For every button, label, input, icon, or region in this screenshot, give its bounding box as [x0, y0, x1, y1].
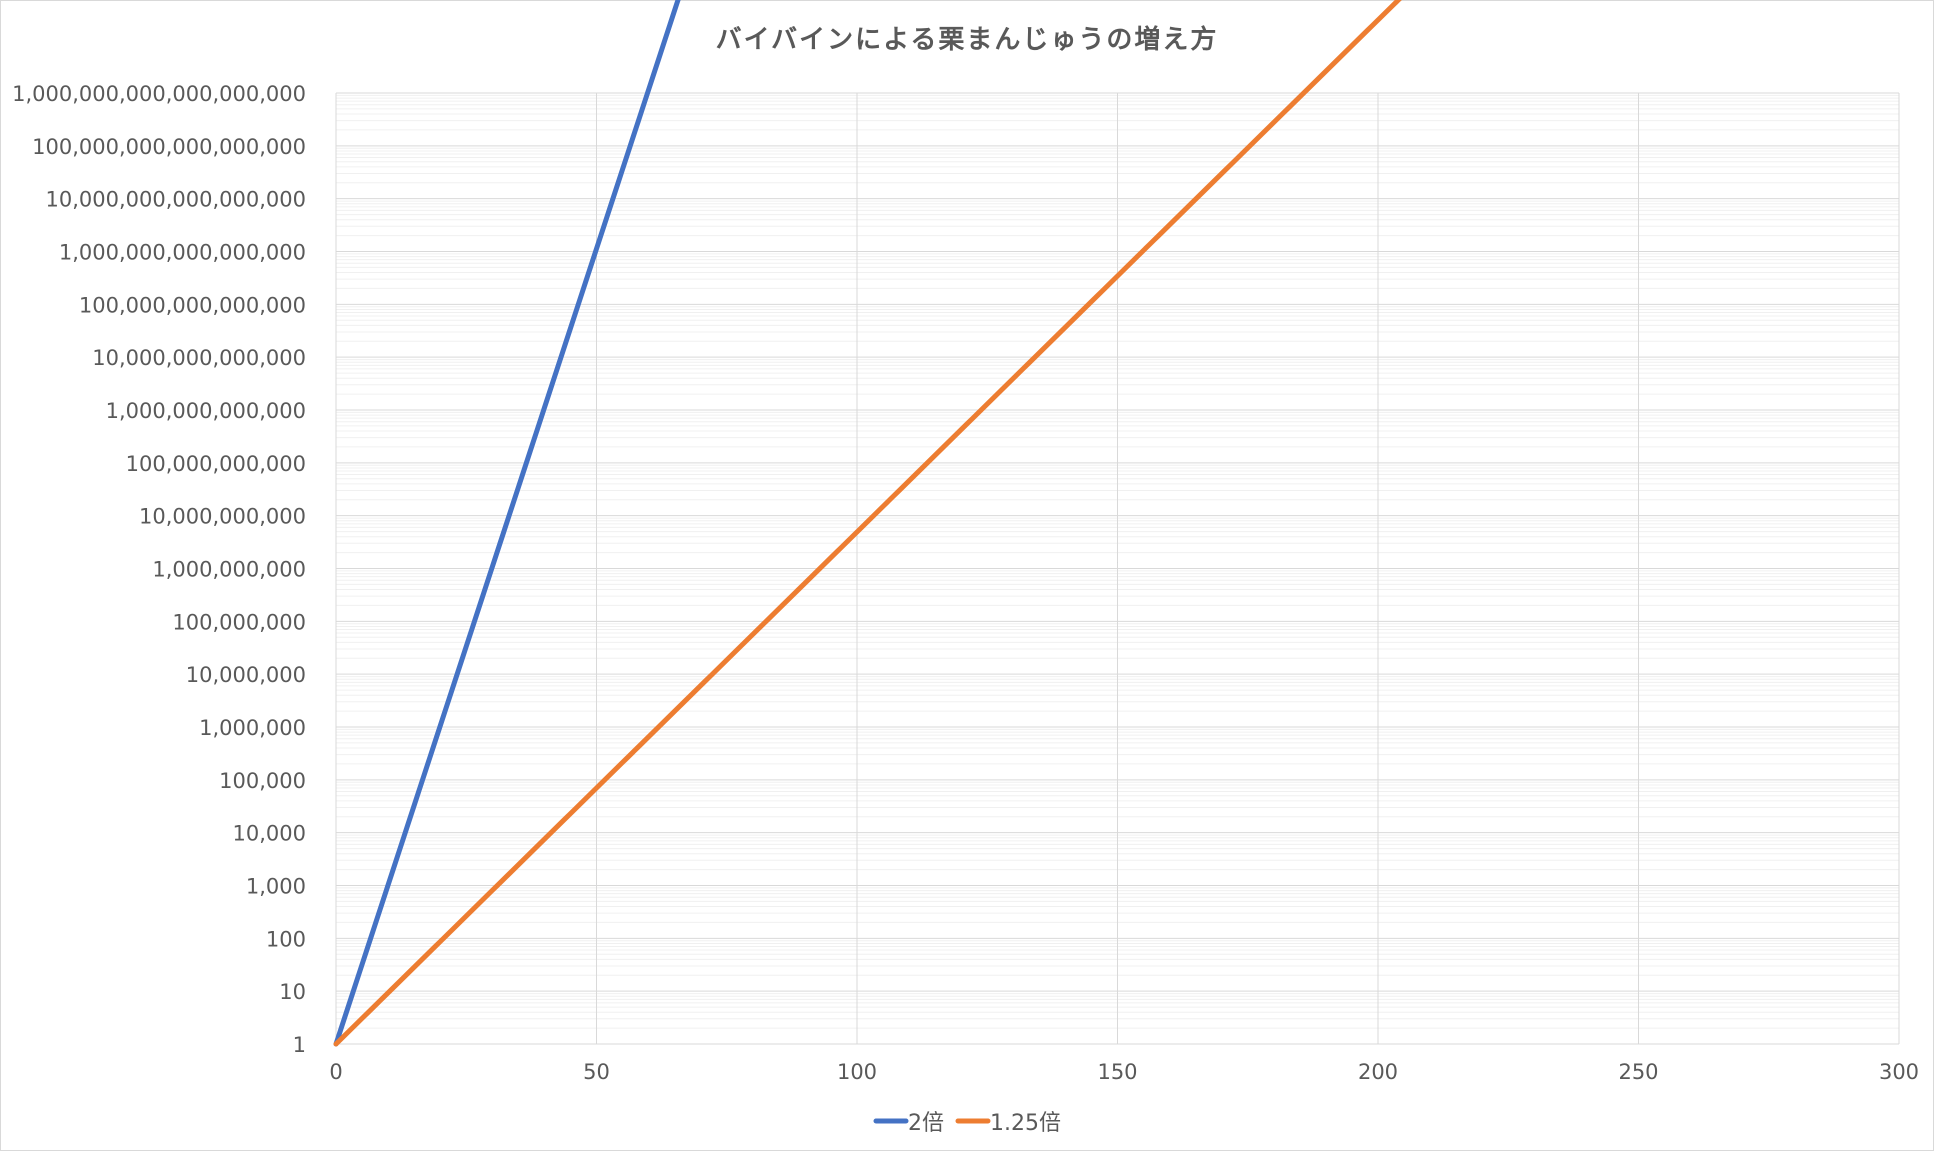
series-lines	[333, 0, 1900, 1047]
y-tick-label: 1,000,000,000,000,000,000	[12, 82, 306, 106]
x-tick-label: 200	[1358, 1060, 1398, 1084]
y-tick-label: 100,000,000,000,000,000	[32, 135, 306, 159]
y-tick-label: 10,000	[233, 822, 306, 846]
x-tick-label: 250	[1618, 1060, 1658, 1084]
y-tick-label: 1,000	[246, 875, 306, 899]
legend-label-series-0: 2倍	[908, 1111, 944, 1136]
chart-title: バイバインによる栗まんじゅうの増え方	[716, 24, 1219, 55]
y-tick-label: 1,000,000,000,000	[106, 399, 306, 423]
y-tick-label: 10,000,000,000,000	[92, 346, 306, 370]
x-axis: 0 50 100 150 200 250 300	[329, 1060, 1919, 1084]
y-tick-label: 10,000,000,000,000,000	[45, 188, 306, 212]
series-line-0	[333, 0, 681, 1047]
legend-label-series-1: 1.25倍	[990, 1111, 1061, 1136]
major-gridlines	[335, 92, 1900, 1045]
y-tick-label: 1,000,000	[199, 716, 306, 740]
y-tick-label: 1,000,000,000,000,000	[59, 241, 306, 265]
y-tick-label: 10	[279, 980, 306, 1004]
x-tick-label: 50	[583, 1060, 610, 1084]
series-line-1	[333, 0, 1402, 1047]
y-tick-label: 100,000,000,000,000	[79, 293, 306, 317]
x-tick-label: 300	[1879, 1060, 1919, 1084]
y-tick-label: 10,000,000,000	[139, 505, 306, 529]
y-axis: 1 10 100 1,000 10,000 100,000 1,000,000 10,000,…	[12, 82, 306, 1057]
y-tick-label: 100,000,000	[172, 610, 306, 634]
x-tick-label: 0	[329, 1060, 342, 1084]
y-tick-label: 1,000,000,000	[152, 558, 306, 582]
x-tick-label: 100	[837, 1060, 877, 1084]
y-tick-label: 100,000	[219, 769, 306, 793]
legend: 2倍 1.25倍	[873, 1111, 1061, 1136]
y-tick-label: 100,000,000,000	[126, 452, 306, 476]
y-tick-label: 10,000,000	[186, 663, 306, 687]
x-tick-label: 150	[1097, 1060, 1137, 1084]
y-tick-label: 1	[293, 1033, 306, 1057]
y-tick-label: 100	[266, 927, 306, 951]
